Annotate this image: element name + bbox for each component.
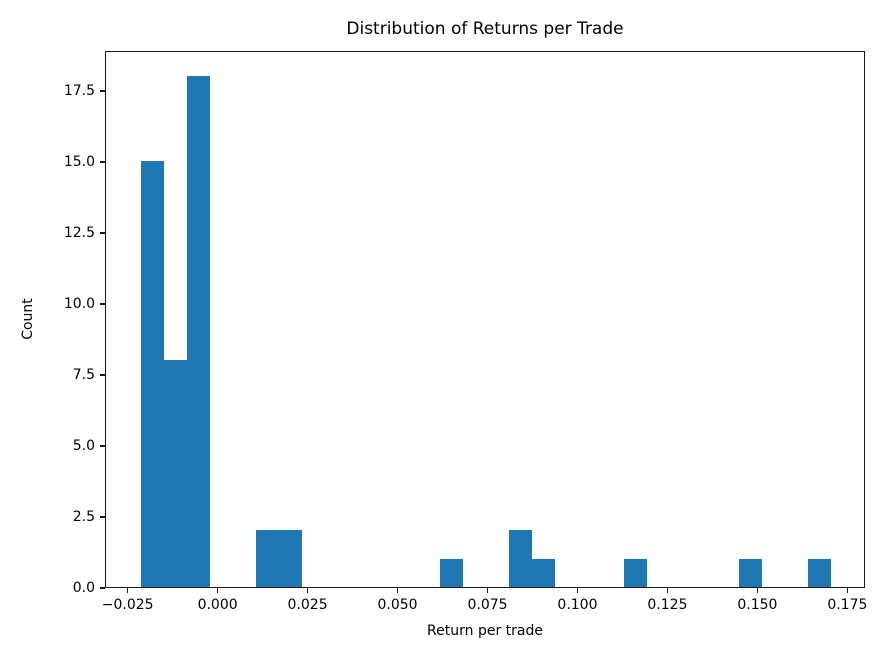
y-tick-mark: [100, 303, 105, 305]
histogram-bar: [255, 530, 279, 587]
histogram-bar: [808, 558, 832, 587]
y-tick-label: 2.5: [72, 508, 95, 525]
y-tick-label: 15.0: [63, 153, 95, 170]
x-tick-label: 0.100: [557, 597, 598, 613]
x-tick-label: 0.075: [467, 597, 508, 613]
x-tick-label: 0.175: [827, 597, 868, 613]
chart-title: Distribution of Returns per Trade: [346, 19, 624, 39]
y-tick-label: 0.0: [72, 580, 95, 596]
y-tick-mark: [100, 445, 105, 447]
x-tick-label: 0.125: [647, 597, 688, 613]
x-axis-label: Return per trade: [427, 623, 543, 639]
x-tick-mark: [396, 588, 399, 593]
x-tick-mark: [126, 588, 129, 593]
y-tick-label: 12.5: [63, 224, 95, 241]
x-tick-label: 0.025: [287, 597, 328, 613]
histogram-bar: [624, 558, 648, 587]
y-tick-label: 5.0: [72, 437, 95, 454]
histogram-bar: [186, 75, 210, 587]
x-tick-mark: [306, 588, 309, 593]
y-tick-mark: [100, 89, 105, 92]
y-tick-label: 10.0: [63, 295, 95, 312]
x-tick-label: 0.150: [737, 597, 778, 613]
x-tick-mark: [576, 588, 579, 593]
y-tick-mark: [100, 161, 105, 163]
y-tick-mark: [100, 232, 105, 234]
x-tick-label: −0.025: [101, 597, 154, 613]
y-axis-label: Count: [20, 298, 36, 340]
histogram-bar: [739, 558, 763, 587]
y-tick-mark: [100, 516, 105, 518]
plot-area: [105, 51, 865, 588]
y-tick-label: 17.5: [63, 82, 95, 99]
x-tick-mark: [486, 588, 489, 593]
histogram-bar: [163, 359, 187, 587]
y-tick-label: 7.5: [72, 366, 95, 383]
y-tick-mark: [100, 374, 105, 376]
x-tick-mark: [846, 588, 849, 593]
histogram-bar: [532, 558, 556, 587]
histogram-bar: [278, 530, 302, 587]
histogram-bar: [140, 160, 164, 587]
y-tick-mark: [100, 587, 105, 589]
x-tick-label: 0.050: [377, 597, 418, 613]
x-tick-mark: [666, 588, 669, 593]
x-tick-mark: [216, 588, 219, 593]
histogram-bar: [439, 558, 463, 587]
x-tick-label: 0.000: [197, 597, 238, 613]
x-tick-mark: [756, 588, 759, 593]
histogram-bar: [509, 530, 533, 587]
